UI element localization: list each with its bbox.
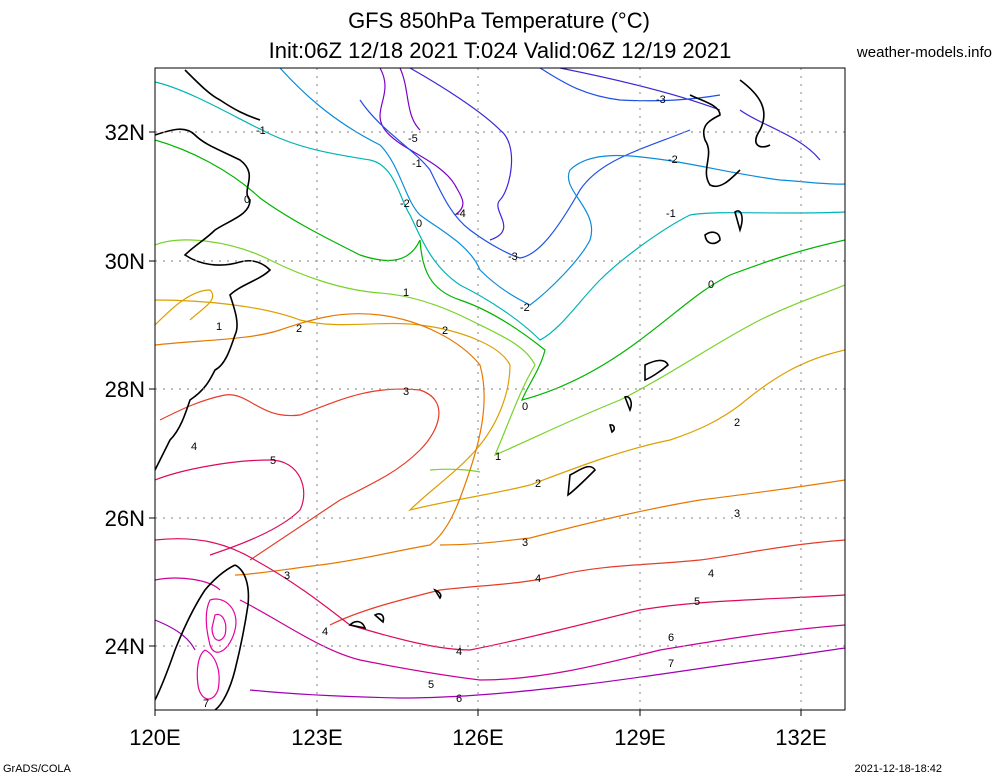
contour-label: 2 <box>296 323 302 335</box>
contour-n2 <box>279 68 845 306</box>
contour-label: -5 <box>408 133 418 145</box>
lat-tick-label: 28N <box>105 377 145 402</box>
contour-p6 <box>155 577 845 681</box>
contour-label: 2 <box>734 417 740 429</box>
contour-n5 <box>379 68 464 216</box>
contour-label: 3 <box>734 508 740 520</box>
contour-label: 3 <box>522 537 528 549</box>
contour-label: 6 <box>456 693 462 705</box>
map-subtitle: Init:06Z 12/18 2021 T:024 Valid:06Z 12/1… <box>268 38 732 63</box>
contour-label: 1 <box>216 321 222 333</box>
contour-label: -2 <box>668 154 678 166</box>
contour-label: -2 <box>400 198 410 210</box>
contour-label: 5 <box>694 596 700 608</box>
contour-label: -4 <box>456 208 466 220</box>
contour-label: 4 <box>708 568 714 580</box>
lat-tick-label: 24N <box>105 634 145 659</box>
lat-tick-label: 30N <box>105 249 145 274</box>
coastline-kyushu <box>689 79 771 188</box>
lon-tick-label: 123E <box>291 725 342 750</box>
contour-p2 <box>155 289 845 512</box>
contour-z0 <box>155 139 845 401</box>
footer-software: GrADS/COLA <box>3 763 71 775</box>
contour-p1 <box>155 239 845 473</box>
contour-label: 5 <box>428 679 434 691</box>
lat-tick-label: 32N <box>105 120 145 145</box>
contour-label: 4 <box>322 626 328 638</box>
lat-tick-label: 26N <box>105 506 145 531</box>
footer-timestamp: 2021-12-18-18:42 <box>854 763 942 775</box>
contour-n1 <box>155 81 845 341</box>
contour-label: -1 <box>256 125 266 137</box>
contour-label: 3 <box>284 570 290 582</box>
site-credit: weather-models.info <box>856 44 992 61</box>
lon-tick-label: 120E <box>129 725 180 750</box>
contour-p7 <box>155 619 845 699</box>
contour-label: 5 <box>270 455 276 467</box>
contour-label: 0 <box>244 194 250 206</box>
contour-p4 <box>159 388 845 626</box>
contour-label: 6 <box>668 632 674 644</box>
contour-label: 2 <box>535 478 541 490</box>
contour-label: 1 <box>495 451 501 463</box>
coastline-china-north <box>184 69 261 121</box>
contour-n4 <box>409 68 821 241</box>
contour-label: 3 <box>403 386 409 398</box>
lon-tick-label: 126E <box>452 725 503 750</box>
contour-label: 4 <box>535 573 541 585</box>
contour-label: 1 <box>403 287 409 299</box>
contour-label: 0 <box>416 218 422 230</box>
contour-label: 2 <box>442 325 448 337</box>
contour-label: -1 <box>666 208 676 220</box>
contour-label: -1 <box>412 158 422 170</box>
contour-label: 4 <box>191 441 197 453</box>
contour-label: 7 <box>203 698 209 710</box>
coastline-china <box>155 128 272 471</box>
contour-label: -3 <box>656 94 666 106</box>
contour-n3 <box>359 68 721 259</box>
graticule <box>155 68 845 710</box>
lon-tick-label: 129E <box>614 725 665 750</box>
contour-hi <box>196 598 237 700</box>
contour-label: 4 <box>456 646 462 658</box>
coastline-islands <box>348 210 743 630</box>
contour-label: -2 <box>520 302 530 314</box>
contour-label: 7 <box>668 658 674 670</box>
contour-p3 <box>155 313 845 576</box>
map-title: GFS 850hPa Temperature (°C) <box>348 8 650 33</box>
contour-p5 <box>155 459 845 651</box>
lon-tick-label: 132E <box>775 725 826 750</box>
contour-label: -3 <box>508 251 518 263</box>
contour-label: 0 <box>708 279 714 291</box>
contour-label: 0 <box>522 401 528 413</box>
contour-labels: -5 -4 -3 -3 -2 -2 -2 -1 -1 -1 0 0 0 0 1 … <box>191 94 740 710</box>
coastline-taiwan <box>155 564 250 710</box>
